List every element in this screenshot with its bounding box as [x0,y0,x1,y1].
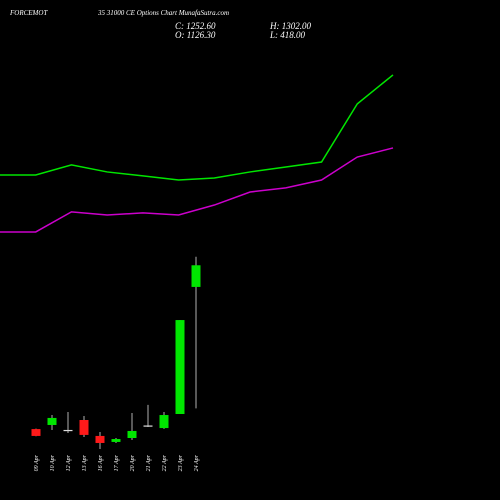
x-tick-label: 13 Apr [82,454,88,471]
candle-body [127,430,137,438]
open-label: O: 1126.30 [175,30,216,40]
x-tick-label: 16 Apr [98,454,104,471]
candle-body [47,417,57,425]
candle-body [95,435,105,443]
candle-body [191,265,201,287]
x-tick-label: 23 Apr [178,454,184,471]
candle-body [159,415,169,429]
indicator-line [0,147,394,233]
high-label: H: 1302.00 [269,21,311,31]
x-tick-label: 10 Apr [50,454,56,471]
x-tick-label: 21 Apr [146,454,152,471]
candle-body [63,429,73,432]
chart-title: FORCEMOT [9,9,48,17]
candle-body [143,425,153,427]
x-tick-label: 22 Apr [162,454,168,471]
candle-body [31,429,41,436]
chart-subtitle: 35 31000 CE Options Chart MunafaSutra.co… [97,9,229,17]
low-label: L: 418.00 [269,30,306,40]
close-label: C: 1252.60 [175,21,216,31]
candle-body [79,420,89,435]
x-tick-label: 12 Apr [66,454,72,471]
indicator-line [0,74,394,181]
candle-body [111,439,121,442]
x-tick-label: 24 Apr [193,454,200,471]
x-tick-label: 09 Apr [34,454,40,471]
x-tick-label: 20 Apr [130,454,136,471]
x-tick-label: 17 Apr [114,454,120,471]
candle-body [175,320,185,414]
